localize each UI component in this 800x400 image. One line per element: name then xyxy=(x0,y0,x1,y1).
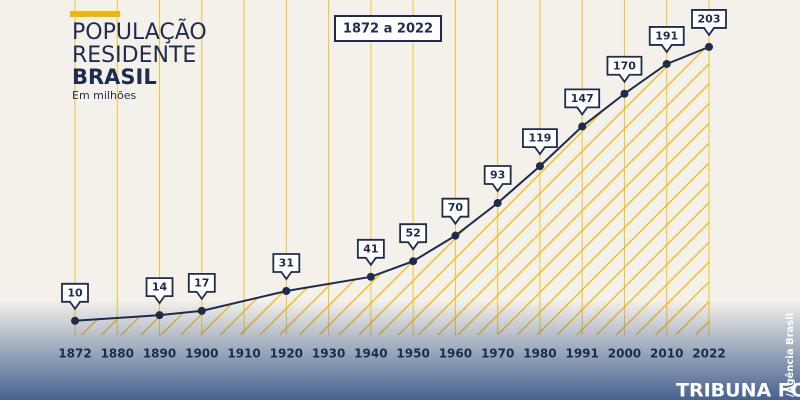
data-label: 119 xyxy=(528,132,551,145)
label-box xyxy=(272,253,301,281)
label-box xyxy=(483,165,512,193)
point xyxy=(535,162,544,171)
area-fill xyxy=(75,46,709,335)
data-label: 203 xyxy=(698,12,721,25)
x-tick-label: 1872 xyxy=(58,347,91,361)
x-tick-label: 1890 xyxy=(143,347,176,361)
point xyxy=(451,231,460,240)
x-tick-label: 2000 xyxy=(608,347,641,361)
label-box xyxy=(606,55,643,84)
point xyxy=(197,306,206,315)
x-tick-label: 1880 xyxy=(101,347,134,361)
data-label: 14 xyxy=(152,281,168,294)
chart-title: RESIDENTE xyxy=(72,43,196,68)
point xyxy=(155,311,164,320)
point xyxy=(662,59,671,68)
x-tick-label: 1930 xyxy=(312,347,345,361)
label-box xyxy=(564,88,601,116)
label-box xyxy=(648,26,685,54)
x-tick-label: 1970 xyxy=(481,347,514,361)
point xyxy=(282,287,291,296)
data-label: 93 xyxy=(490,169,505,182)
data-label: 10 xyxy=(67,286,83,299)
label-box xyxy=(399,223,428,251)
data-label: 170 xyxy=(613,59,636,72)
chart-title: POPULAÇÃO xyxy=(72,18,207,45)
label-box xyxy=(187,272,216,301)
data-label: 17 xyxy=(194,276,209,289)
x-tick-label: 1950 xyxy=(396,347,429,361)
credit: /Agência Brasil xyxy=(784,313,796,397)
annotation: 1872 a 2022 xyxy=(343,22,433,37)
x-tick-label: 1920 xyxy=(270,347,303,361)
chart-subtitle: Em milhões xyxy=(72,89,136,102)
point xyxy=(620,89,629,98)
x-tick-label: 1900 xyxy=(185,347,218,361)
x-tick-label: 2022 xyxy=(692,347,725,361)
point xyxy=(493,199,502,208)
data-label: 52 xyxy=(405,227,420,240)
data-label: 147 xyxy=(571,92,594,105)
brand: TRIBUNA FOZ xyxy=(676,380,800,400)
data-label: 70 xyxy=(448,201,464,214)
x-tick-label: 1910 xyxy=(227,347,260,361)
point xyxy=(71,316,79,325)
label-box xyxy=(691,9,727,37)
x-tick-label: 1991 xyxy=(565,347,598,361)
label-box xyxy=(356,238,385,267)
x-tick-label: 1960 xyxy=(439,347,472,361)
point xyxy=(705,42,713,51)
point xyxy=(409,257,418,266)
chart-title: BRASIL xyxy=(72,65,157,89)
label-box xyxy=(145,277,174,305)
data-label: 191 xyxy=(655,29,678,42)
data-label: 41 xyxy=(363,242,378,255)
annotation-box xyxy=(334,15,442,42)
label-box xyxy=(61,282,89,311)
title-accent xyxy=(70,11,120,17)
x-tick-label: 2010 xyxy=(650,347,683,361)
x-tick-label: 1940 xyxy=(354,347,387,361)
x-tick-label: 1980 xyxy=(523,347,556,361)
label-box xyxy=(441,197,470,226)
point xyxy=(578,122,587,131)
label-box xyxy=(522,128,558,156)
data-label: 31 xyxy=(279,257,294,270)
point xyxy=(366,272,375,281)
